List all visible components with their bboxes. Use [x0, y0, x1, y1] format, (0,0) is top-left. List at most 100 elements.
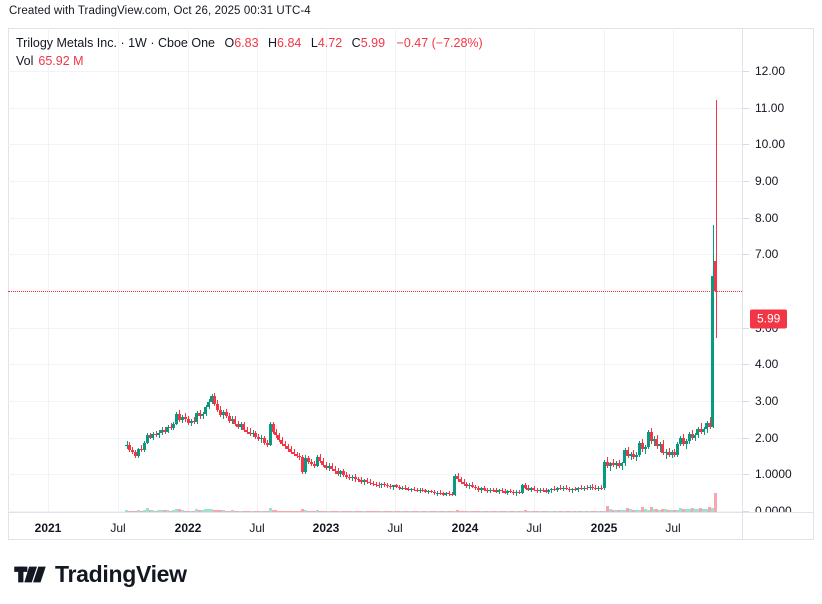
volume-bar: [664, 509, 667, 512]
volume-bar: [169, 510, 172, 512]
volume-bar: [512, 511, 515, 512]
volume-bar: [562, 511, 565, 512]
volume-bar: [327, 510, 330, 512]
tradingview-footer[interactable]: TradingView: [14, 563, 187, 586]
volume-bar: [316, 510, 319, 512]
candle-body: [403, 487, 406, 489]
volume-bar: [421, 511, 424, 512]
candle-body: [688, 434, 691, 442]
price-axis[interactable]: 12.0011.0010.009.008.007.005.004.003.002…: [743, 28, 814, 512]
volume-bar: [617, 509, 620, 512]
volume-bar: [198, 510, 201, 512]
volume-bar: [178, 509, 181, 512]
candle-body: [500, 490, 503, 492]
volume-bar: [462, 510, 465, 512]
volume-bar: [600, 511, 603, 512]
candle-body: [459, 479, 462, 482]
time-axis[interactable]: 2021 Jul 2022 Jul 2023 Jul 2024 Jul 2025 Jul: [8, 512, 814, 540]
gridline-vertical: [257, 28, 258, 512]
candle-body: [629, 453, 632, 456]
gridline-horizontal: [8, 181, 742, 182]
candle-body: [283, 443, 286, 447]
volume-bar: [702, 508, 705, 512]
candle-body: [354, 476, 357, 480]
candle-body: [280, 439, 283, 444]
volume-bar: [201, 510, 204, 512]
time-axis-label: Jul: [526, 521, 542, 535]
candle-body: [427, 491, 430, 493]
gridline-horizontal: [8, 254, 742, 255]
candle-body: [128, 445, 131, 450]
volume-bar: [427, 511, 430, 512]
gridline-horizontal: [8, 364, 742, 365]
candle-body: [570, 489, 573, 491]
candle-body: [125, 445, 128, 446]
volume-bar: [251, 510, 254, 512]
volume-bar: [359, 511, 362, 512]
volume-bar: [547, 511, 550, 512]
chart-plot-area[interactable]: [8, 28, 742, 512]
time-axis-label: 2025: [590, 521, 618, 535]
candle-body: [198, 412, 201, 417]
candle-body: [345, 475, 348, 477]
candle-body: [696, 428, 699, 435]
candle-body: [406, 488, 409, 490]
candle-wick: [592, 483, 593, 490]
volume-bar: [685, 509, 688, 512]
candle-body: [603, 461, 606, 489]
volume-bar: [357, 511, 360, 512]
candle-body: [421, 489, 424, 491]
candle-body: [632, 453, 635, 457]
price-axis-tick: [743, 254, 749, 255]
volume-bar: [307, 510, 310, 512]
candle-body: [163, 430, 166, 432]
candle-body: [576, 488, 579, 490]
candle-body: [488, 489, 491, 492]
time-axis-label: Jul: [665, 521, 681, 535]
candle-body: [175, 414, 178, 424]
volume-bar: [386, 511, 389, 512]
time-axis-label: 2021: [34, 521, 62, 535]
candle-body: [685, 441, 688, 444]
candle-body: [456, 475, 459, 480]
gridline-vertical: [534, 28, 535, 512]
candle-body: [480, 488, 483, 490]
volume-bar: [236, 510, 239, 512]
candle-body: [374, 483, 377, 485]
candle-body: [462, 481, 465, 484]
candle-body: [494, 490, 497, 492]
price-axis-label: 4.00: [755, 357, 779, 371]
candle-body: [550, 489, 553, 491]
volume-bar: [151, 510, 154, 512]
candle-body: [491, 489, 494, 491]
candle-body: [324, 464, 327, 468]
volume-bar: [354, 511, 357, 512]
volume-bar: [509, 511, 512, 512]
volume-bar: [708, 507, 711, 512]
volume-bar: [497, 511, 500, 512]
candle-body: [386, 485, 389, 487]
gridline-horizontal: [8, 474, 742, 475]
volume-bar: [154, 510, 157, 512]
candle-body: [195, 412, 198, 423]
candle-body: [389, 486, 392, 488]
candle-body: [146, 435, 149, 443]
candle-wick: [481, 486, 482, 493]
volume-bar: [324, 511, 327, 512]
volume-bar: [292, 511, 295, 512]
volume-bar: [160, 510, 163, 512]
candle-body: [682, 438, 685, 444]
volume-bar: [667, 509, 670, 512]
volume-bar: [696, 509, 699, 512]
candle-body: [477, 488, 480, 490]
candle-wick: [352, 475, 353, 481]
volume-bar: [553, 511, 556, 512]
volume-bar: [342, 511, 345, 512]
candle-body: [301, 457, 304, 473]
candle-body: [307, 458, 310, 462]
volume-bar: [606, 506, 609, 512]
candle-body: [588, 486, 591, 489]
volume-bar: [283, 510, 286, 512]
candle-body: [233, 418, 236, 424]
candle-body: [400, 487, 403, 489]
